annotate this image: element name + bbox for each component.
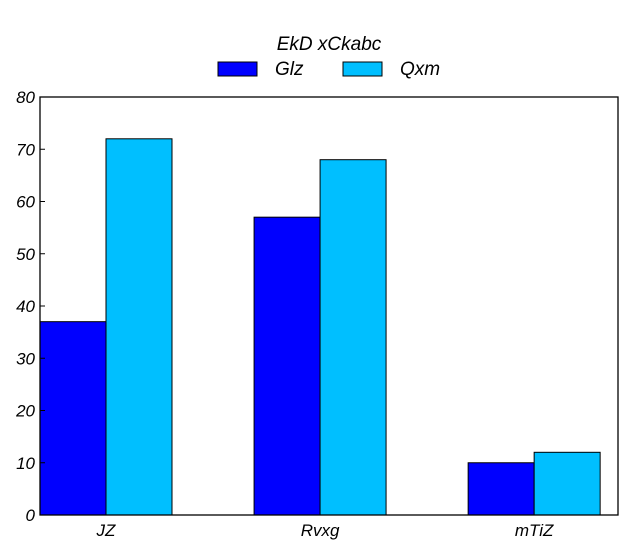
x-axis: JZ Rvxg mTiZ — [96, 521, 554, 540]
y-tick-label: 40 — [16, 297, 35, 316]
legend-swatch-glz — [217, 61, 258, 77]
legend-items: Glz Qxm — [217, 59, 440, 80]
legend: EkD xCkabc Glz Qxm — [217, 34, 440, 80]
y-axis: 0 10 20 30 40 50 60 70 80 — [15, 88, 45, 525]
x-tick-label: Rvxg — [301, 521, 340, 540]
y-tick-label: 70 — [16, 140, 35, 159]
legend-label-glz: Glz — [275, 59, 304, 80]
legend-swatch-qxm — [342, 61, 383, 77]
bar-qxm-mtiz — [533, 451, 601, 516]
legend-title: EkD xCkabc — [277, 34, 382, 55]
bar-qxm-rvxg — [319, 159, 387, 516]
y-tick-label: 20 — [15, 402, 35, 421]
bars — [39, 138, 601, 516]
plot-frame — [39, 96, 619, 516]
bar-qxm-jz — [105, 138, 173, 516]
y-tick-label: 60 — [16, 193, 35, 212]
plot-area: 0 10 20 30 40 50 60 70 80 JZ Rvxg mTiZ — [15, 88, 619, 540]
y-tick-label: 80 — [16, 88, 35, 107]
x-tick-label: mTiZ — [515, 521, 554, 540]
legend-label-qxm: Qxm — [400, 59, 440, 80]
y-tick-label: 0 — [26, 506, 36, 525]
y-tick-label: 10 — [16, 454, 35, 473]
bar-glz-jz — [39, 321, 107, 516]
bar-glz-rvxg — [253, 216, 321, 516]
y-tick-label: 30 — [16, 349, 35, 368]
x-tick-label: JZ — [96, 521, 117, 540]
bar-glz-mtiz — [467, 462, 535, 516]
y-tick-label: 50 — [16, 245, 35, 264]
